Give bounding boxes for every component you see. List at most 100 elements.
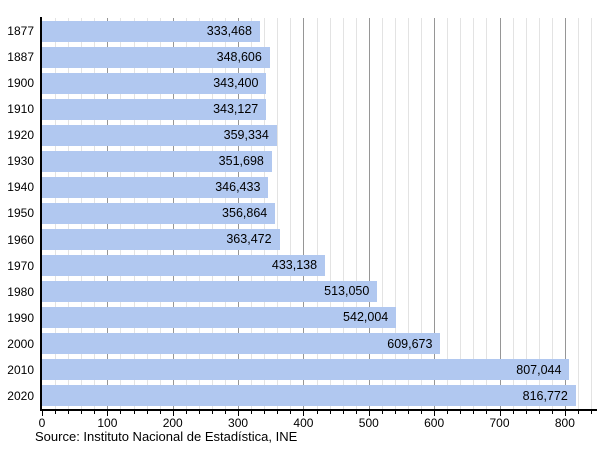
year-label: 1930: [7, 154, 34, 169]
bar-track: 513,050: [42, 279, 591, 305]
gridline-minor: [551, 18, 553, 409]
x-tick-label: 800: [554, 416, 575, 430]
gridline-minor: [394, 18, 396, 409]
x-tick-minor: [146, 411, 148, 414]
gridline-minor: [525, 18, 527, 409]
gridline-minor: [342, 18, 344, 409]
year-label: 1940: [7, 180, 34, 195]
gridline-minor: [577, 18, 579, 409]
chart-row: 1877 333,468: [0, 18, 591, 44]
population-bar: 816,772: [42, 385, 576, 407]
chart-row: 1910 343,127: [0, 96, 591, 122]
bar-value-label: 542,004: [343, 310, 389, 325]
population-bar: 807,044: [42, 359, 570, 381]
bar-value-label: 359,334: [223, 128, 269, 143]
x-tick-minor: [525, 411, 527, 414]
bar-value-label: 363,472: [226, 232, 272, 247]
bar-value-label: 816,772: [522, 388, 568, 403]
bar-value-label: 513,050: [324, 284, 370, 299]
gridline-major: [303, 18, 305, 409]
population-bar: 542,004: [42, 307, 397, 329]
gridline-minor: [408, 18, 409, 409]
gridline-minor: [512, 18, 514, 409]
year-label: 1920: [7, 128, 34, 143]
year-label: 1970: [7, 258, 34, 273]
gridline-minor: [460, 18, 462, 409]
chart-row: 1960 363,472: [0, 227, 591, 253]
bar-track: 351,698: [42, 148, 591, 174]
x-tick-major: [368, 411, 370, 416]
x-tick-major: [238, 411, 240, 416]
x-tick-label: 300: [228, 416, 249, 430]
bar-track: 816,772: [42, 383, 591, 409]
x-tick-minor: [473, 411, 475, 414]
gridline-minor: [421, 18, 423, 409]
chart-row: 2000 609,673: [0, 331, 591, 357]
x-tick-minor: [225, 411, 226, 414]
bar-track: 433,138: [42, 253, 591, 279]
x-tick-minor: [421, 411, 423, 414]
bar-value-label: 351,698: [218, 154, 264, 169]
gridline-major: [499, 18, 501, 409]
x-tick-minor: [408, 411, 409, 414]
gridline-minor: [591, 18, 592, 409]
x-tick-minor: [251, 411, 253, 414]
population-bar: 356,864: [42, 202, 276, 224]
x-tick-minor: [381, 411, 383, 414]
year-label: 1960: [7, 232, 34, 247]
population-bar: 348,606: [42, 46, 270, 68]
bar-track: 348,606: [42, 44, 591, 70]
gridline-major: [368, 18, 370, 409]
x-tick-label: 700: [489, 416, 510, 430]
x-tick-minor: [538, 411, 540, 414]
year-label: 1950: [7, 206, 34, 221]
gridline-minor: [316, 18, 318, 409]
year-label: 1910: [7, 102, 34, 117]
x-tick-minor: [133, 411, 135, 414]
gridline-major: [434, 18, 436, 409]
chart-row: 1980 513,050: [0, 279, 591, 305]
bar-value-label: 356,864: [222, 206, 268, 221]
population-bar: 609,673: [42, 333, 441, 355]
year-label: 2000: [7, 336, 34, 351]
x-tick-major: [303, 411, 305, 416]
x-tick-label: 100: [97, 416, 118, 430]
gridline-minor: [473, 18, 475, 409]
bar-track: 333,468: [42, 18, 591, 44]
x-tick-label: 400: [293, 416, 314, 430]
x-tick-minor: [551, 411, 553, 414]
x-tick-minor: [460, 411, 462, 414]
x-tick-minor: [577, 411, 579, 414]
x-tick-minor: [316, 411, 318, 414]
gridline-minor: [355, 18, 357, 409]
chart-row: 1930 351,698: [0, 148, 591, 174]
bar-track: 807,044: [42, 357, 591, 383]
bar-track: 359,334: [42, 122, 591, 148]
x-tick-minor: [512, 411, 514, 414]
chart-row: 1920 359,334: [0, 122, 591, 148]
bar-track: 609,673: [42, 331, 591, 357]
population-bar: 346,433: [42, 176, 269, 198]
chart-row: 1950 356,864: [0, 200, 591, 226]
x-tick-minor: [342, 411, 344, 414]
x-tick-minor: [94, 411, 96, 414]
year-label: 1887: [7, 50, 34, 65]
x-tick-minor: [185, 411, 187, 414]
x-tick-major: [564, 411, 566, 416]
bar-value-label: 333,468: [206, 23, 252, 38]
bar-value-label: 433,138: [271, 258, 318, 273]
x-tick-major: [42, 411, 43, 416]
bar-track: 363,472: [42, 227, 591, 253]
bar-rows-layer: 1877 333,468 1887 348,606 1900 343,400 1910 343…: [0, 18, 591, 409]
x-tick-minor: [120, 411, 122, 414]
x-tick-major: [499, 411, 501, 416]
x-tick-label: 500: [358, 416, 379, 430]
year-label: 1900: [7, 76, 34, 91]
x-tick-minor: [394, 411, 396, 414]
gridline-major: [564, 18, 566, 409]
x-tick-minor: [81, 411, 83, 414]
gridline-minor: [538, 18, 540, 409]
x-tick-minor: [68, 411, 70, 414]
x-tick-major: [107, 411, 109, 416]
y-axis-line: [40, 17, 42, 410]
